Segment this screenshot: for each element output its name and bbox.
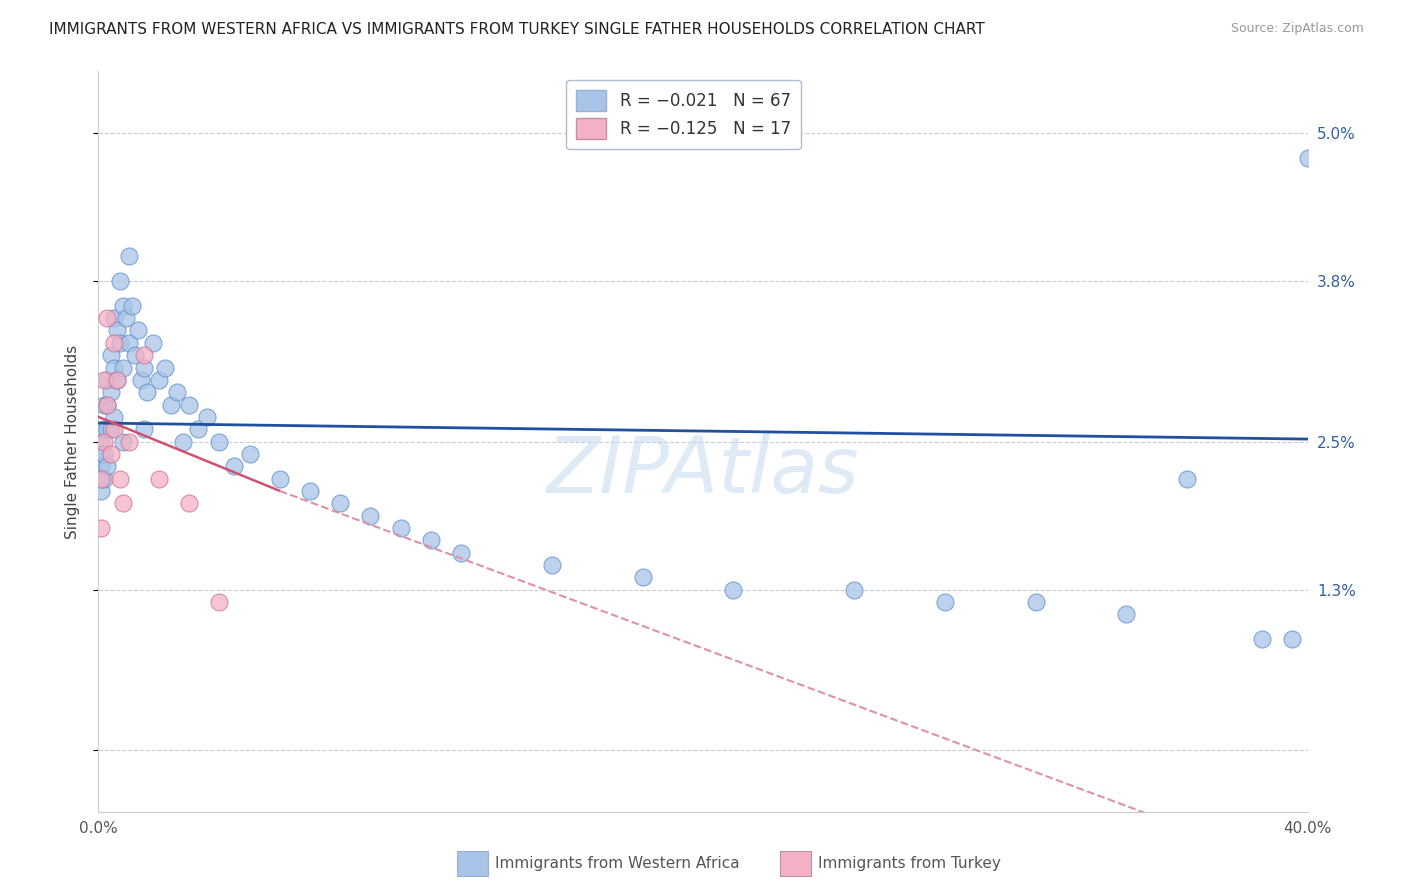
Point	[1175, 472, 1198, 486]
Point	[142, 335, 165, 350]
Point	[1296, 151, 1319, 165]
Point	[187, 422, 209, 436]
Point	[90, 472, 112, 486]
Point	[1251, 632, 1274, 646]
Point	[93, 398, 115, 412]
Point	[208, 595, 231, 609]
Point	[121, 299, 143, 313]
Text: ZIPAtlas: ZIPAtlas	[547, 434, 859, 509]
Point	[132, 348, 155, 362]
Point	[118, 250, 141, 264]
Point	[224, 459, 246, 474]
Point	[148, 373, 170, 387]
Point	[96, 398, 118, 412]
Point	[90, 483, 112, 498]
Point	[93, 422, 115, 436]
Point	[360, 508, 382, 523]
Point	[90, 472, 112, 486]
Point	[103, 335, 125, 350]
Point	[420, 533, 443, 548]
Point	[1115, 607, 1137, 622]
Point	[103, 422, 125, 436]
Point	[540, 558, 562, 572]
Point	[93, 434, 115, 449]
Point	[179, 398, 201, 412]
Point	[96, 422, 118, 436]
Point	[132, 360, 155, 375]
Point	[118, 335, 141, 350]
Point	[105, 324, 128, 338]
Point	[111, 496, 134, 510]
Point	[90, 459, 112, 474]
Point	[135, 385, 157, 400]
Point	[160, 398, 183, 412]
Point	[100, 385, 122, 400]
Text: Immigrants from Turkey: Immigrants from Turkey	[818, 856, 1001, 871]
Point	[299, 483, 322, 498]
Point	[723, 582, 745, 597]
Point	[208, 434, 231, 449]
Legend: R = −0.021   N = 67, R = −0.125   N = 17: R = −0.021 N = 67, R = −0.125 N = 17	[567, 79, 800, 149]
Point	[96, 373, 118, 387]
Point	[105, 373, 128, 387]
Point	[111, 299, 134, 313]
Point	[90, 447, 112, 461]
Point	[269, 472, 291, 486]
Point	[103, 311, 125, 326]
Point	[1024, 595, 1046, 609]
Point	[127, 324, 149, 338]
Point	[195, 409, 218, 424]
Point	[631, 570, 654, 584]
Point	[129, 373, 152, 387]
Point	[100, 422, 122, 436]
Point	[90, 434, 112, 449]
Point	[108, 274, 131, 288]
Point	[93, 447, 115, 461]
Point	[166, 385, 188, 400]
Point	[934, 595, 956, 609]
Point	[118, 434, 141, 449]
Point	[108, 472, 131, 486]
Text: IMMIGRANTS FROM WESTERN AFRICA VS IMMIGRANTS FROM TURKEY SINGLE FATHER HOUSEHOLD: IMMIGRANTS FROM WESTERN AFRICA VS IMMIGR…	[49, 22, 986, 37]
Point	[90, 521, 112, 535]
Point	[96, 459, 118, 474]
Text: Source: ZipAtlas.com: Source: ZipAtlas.com	[1230, 22, 1364, 36]
Point	[111, 360, 134, 375]
Point	[172, 434, 194, 449]
Y-axis label: Single Father Households: Single Father Households	[65, 344, 80, 539]
Text: Immigrants from Western Africa: Immigrants from Western Africa	[495, 856, 740, 871]
Point	[153, 360, 176, 375]
Point	[450, 546, 472, 560]
Point	[1281, 632, 1303, 646]
Point	[329, 496, 352, 510]
Point	[844, 582, 866, 597]
Point	[124, 348, 146, 362]
Point	[111, 434, 134, 449]
Point	[389, 521, 412, 535]
Point	[105, 373, 128, 387]
Point	[100, 447, 122, 461]
Point	[96, 398, 118, 412]
Point	[93, 472, 115, 486]
Point	[239, 447, 262, 461]
Point	[103, 409, 125, 424]
Point	[179, 496, 201, 510]
Point	[100, 348, 122, 362]
Point	[1312, 200, 1334, 214]
Point	[93, 373, 115, 387]
Point	[114, 311, 136, 326]
Point	[96, 311, 118, 326]
Point	[103, 360, 125, 375]
Point	[108, 335, 131, 350]
Point	[148, 472, 170, 486]
Point	[132, 422, 155, 436]
